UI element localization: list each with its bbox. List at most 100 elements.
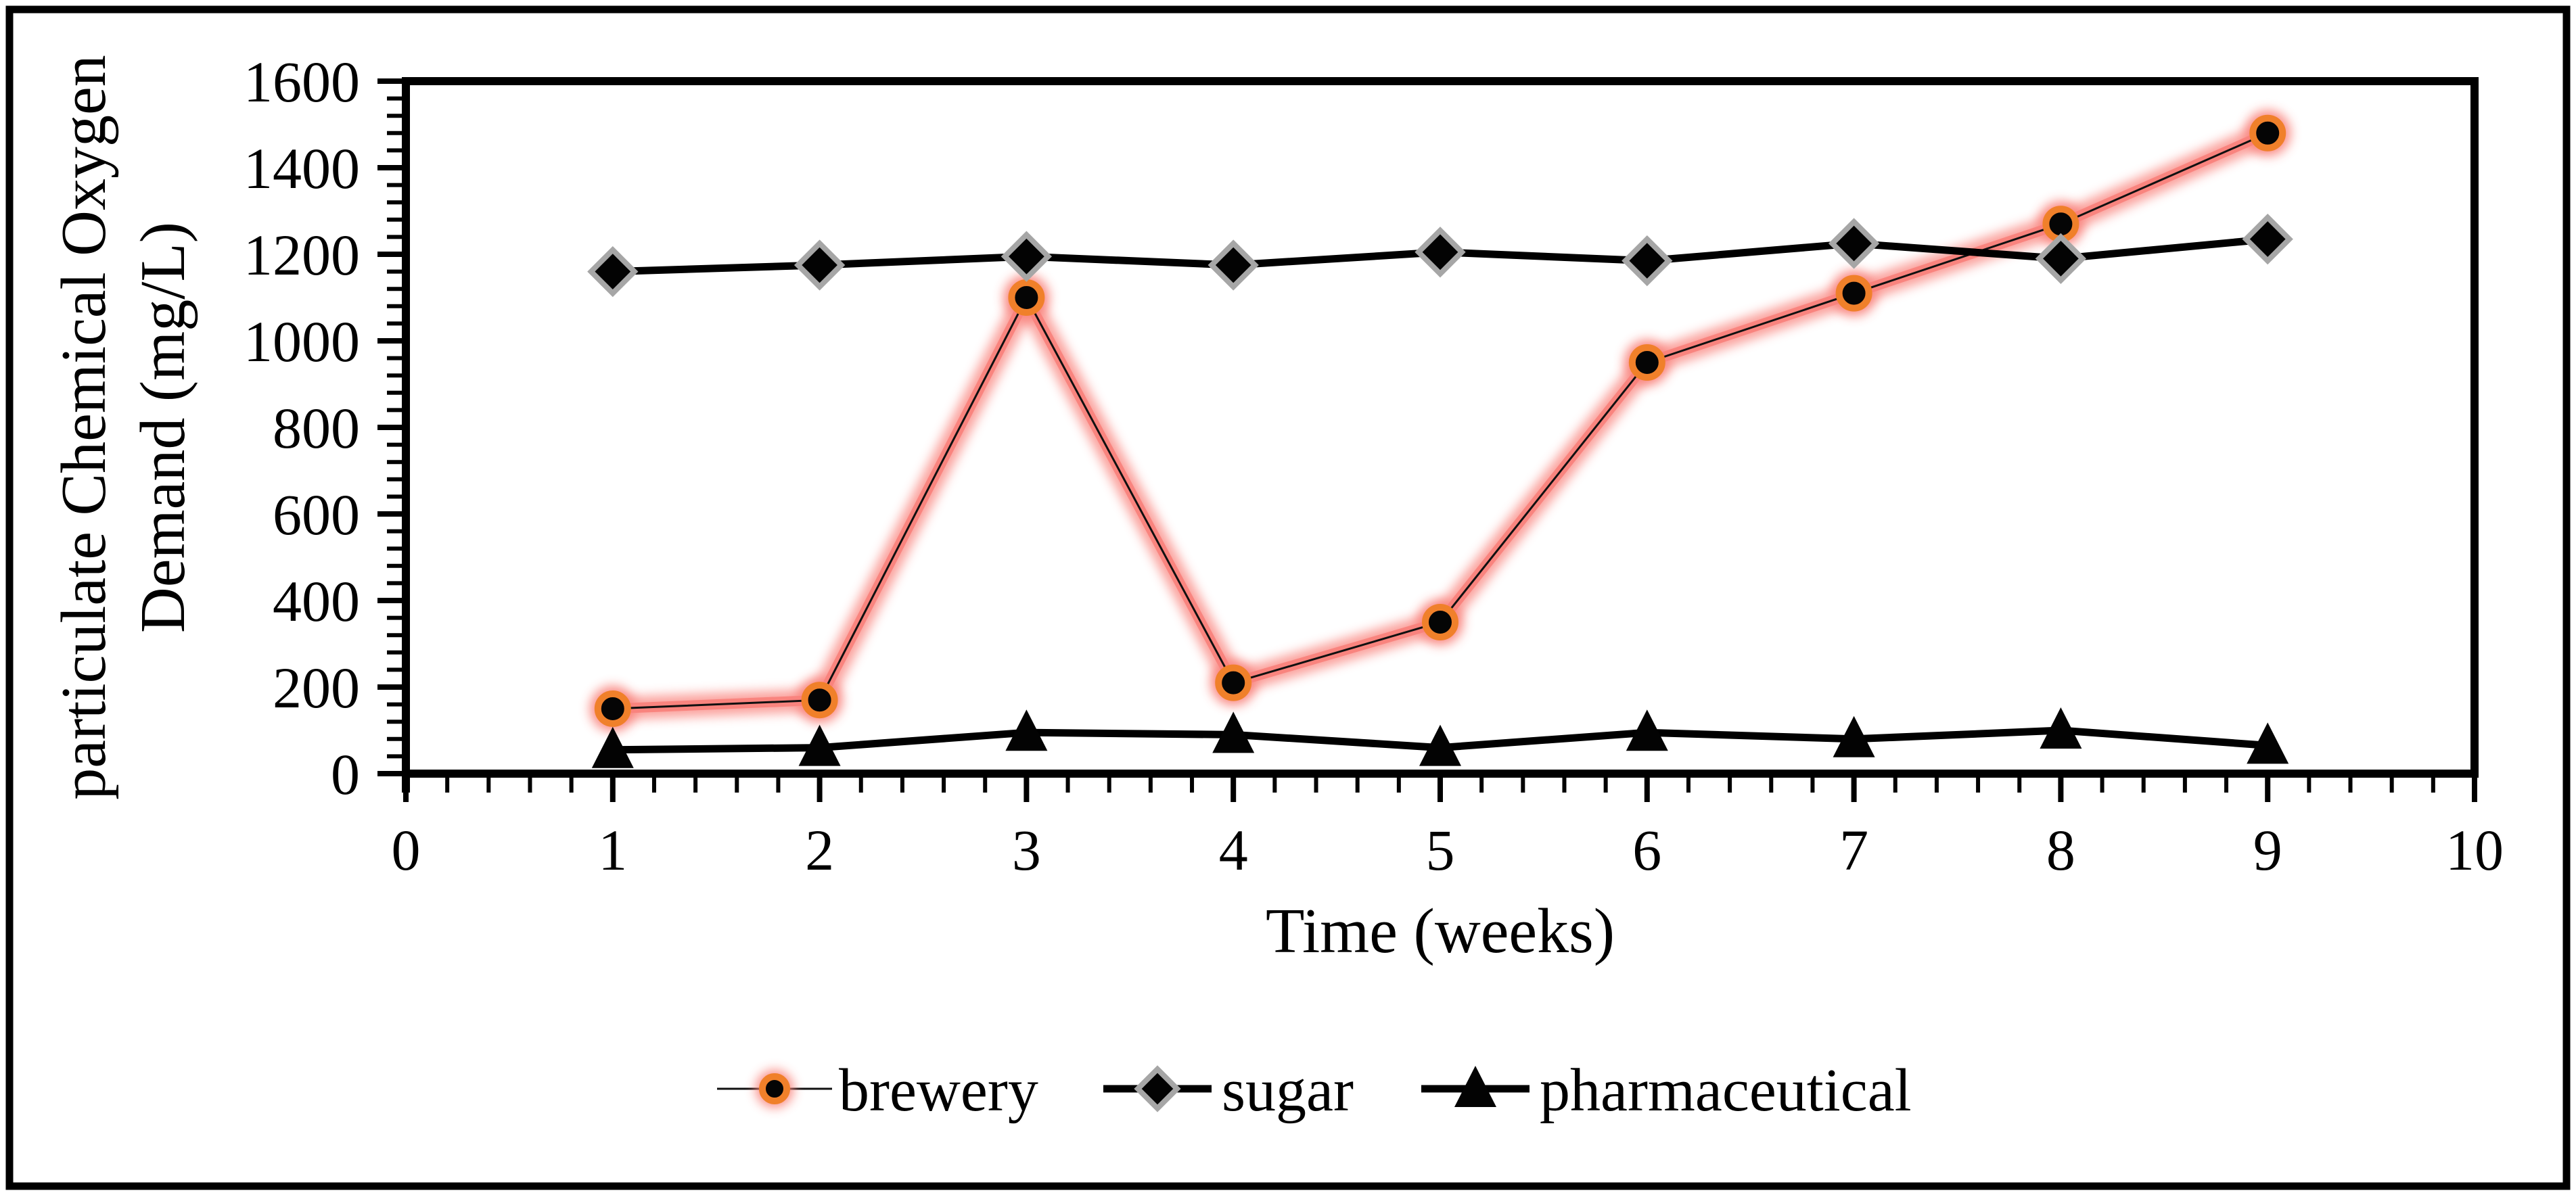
diamond-marker [1001, 231, 1053, 282]
y-tick-label: 1000 [244, 309, 360, 374]
y-tick-label: 200 [273, 655, 360, 720]
diamond-marker [1208, 239, 1259, 291]
triangle-marker [798, 724, 841, 766]
x-tick-label: 8 [2046, 818, 2075, 883]
marker-sugar-week-3 [1001, 231, 1053, 282]
series-brewery [589, 110, 2291, 732]
series-pharmaceutical [591, 707, 2289, 768]
legend-marker-brewery [717, 1070, 832, 1108]
plot-border [402, 77, 2479, 778]
legend-item-brewery: brewery [717, 1057, 1038, 1124]
plot-area: 0 200 400 600 800 1000 1200 1400 1600 0 1 2 3 4 5 6 7 8 9 1… [244, 49, 2504, 883]
marker-sugar-week-4 [1208, 239, 1259, 291]
series-sugar [587, 213, 2293, 298]
y-axis-title-line2: Demand (mg/L) [128, 222, 198, 633]
marker-brewery-week-7 [1835, 275, 1872, 312]
marker-pharmaceutical-week-5 [1419, 724, 1461, 766]
x-tick-label: 7 [1839, 818, 1868, 883]
legend-item-sugar: sugar [1103, 1057, 1354, 1124]
x-tick-label: 9 [2253, 818, 2282, 883]
x-tick-label: 1 [598, 818, 627, 883]
y-tick-label: 1400 [244, 136, 360, 201]
triangle-marker [2247, 722, 2289, 764]
marker-sugar-week-5 [1414, 227, 1466, 278]
marker-pharmaceutical-week-7 [1833, 715, 1875, 757]
marker-pharmaceutical-week-8 [2040, 707, 2082, 749]
marker-sugar-week-9 [2242, 213, 2293, 265]
marker-pharmaceutical-week-6 [1626, 709, 1668, 751]
diamond-marker [587, 245, 639, 298]
y-axis-tick-labels: 0 200 400 600 800 1000 1200 1400 1600 [244, 49, 360, 807]
y-tick-label: 0 [331, 742, 360, 807]
triangle-marker [1454, 1066, 1496, 1107]
y-tick-label: 600 [273, 482, 360, 547]
triangle-marker [1419, 724, 1461, 766]
x-axis-title: Time (weeks) [1266, 896, 1615, 966]
diamond-marker [1828, 218, 1880, 269]
triangle-marker [1212, 711, 1255, 753]
x-tick-label: 5 [1426, 818, 1455, 883]
triangle-marker [2040, 707, 2082, 749]
y-tick-label: 1600 [244, 49, 360, 114]
circle-marker [1215, 664, 1252, 701]
triangle-marker [1833, 715, 1875, 757]
marker-sugar-week-8 [2035, 233, 2087, 285]
legend-label-brewery: brewery [839, 1057, 1038, 1124]
diamond-marker [1134, 1065, 1181, 1112]
diamond-marker [794, 239, 846, 291]
marker-brewery-week-6 [1628, 344, 1665, 381]
marker-pharmaceutical-week-2 [798, 724, 841, 766]
y-axis-ticks [377, 78, 402, 776]
x-tick-label: 0 [392, 818, 421, 883]
y-axis-title-line1: particulate Chemical Oxygen [49, 55, 119, 799]
y-tick-label: 1200 [244, 222, 360, 287]
y-tick-label: 800 [273, 396, 360, 461]
x-tick-label: 4 [1219, 818, 1248, 883]
marker-brewery-week-9 [2249, 114, 2286, 151]
diamond-marker [1414, 227, 1466, 278]
x-axis-tick-labels: 0 1 2 3 4 5 6 7 8 9 10 [392, 818, 2504, 883]
diamond-marker [2035, 233, 2087, 285]
legend-marker-pharmaceutical [1421, 1066, 1530, 1107]
circle-marker [801, 682, 838, 719]
circle-marker [1422, 604, 1458, 640]
marker-brewery-week-3 [1008, 279, 1045, 316]
circle-marker [1628, 344, 1665, 381]
circle-marker [2249, 114, 2286, 151]
marker-pharmaceutical-week-4 [1212, 711, 1255, 753]
legend-label-sugar: sugar [1222, 1057, 1354, 1124]
circle-marker [1835, 275, 1872, 312]
circle-marker [759, 1073, 790, 1104]
marker-sugar-week-2 [794, 239, 846, 291]
triangle-marker [1626, 709, 1668, 751]
marker-pharmaceutical-week-1 [591, 726, 634, 768]
circle-marker [1008, 279, 1045, 316]
marker-brewery-week-2 [801, 682, 838, 719]
triangle-marker [1005, 709, 1048, 751]
marker-pharmaceutical-week-3 [1005, 709, 1048, 751]
diamond-marker [2242, 213, 2293, 265]
legend: brewery sugar pharmaceutical [717, 1057, 1912, 1124]
x-tick-label: 6 [1632, 818, 1661, 883]
triangle-marker [591, 726, 634, 768]
diamond-marker [1622, 235, 1673, 287]
marker-sugar-week-1 [587, 245, 639, 298]
legend-label-pharmaceutical: pharmaceutical [1540, 1057, 1912, 1124]
figure-border [5, 5, 2571, 1190]
x-tick-label: 10 [2445, 818, 2504, 883]
marker-brewery-week-5 [1422, 604, 1458, 640]
marker-sugar-week-7 [1828, 218, 1880, 269]
marker-brewery-week-1 [594, 690, 631, 727]
legend-marker-sugar [1103, 1065, 1212, 1112]
x-tick-label: 2 [805, 818, 834, 883]
y-tick-label: 400 [273, 569, 360, 634]
x-tick-label: 3 [1012, 818, 1041, 883]
marker-sugar-week-6 [1622, 235, 1673, 287]
circle-marker [594, 690, 631, 727]
marker-pharmaceutical-week-9 [2247, 722, 2289, 764]
x-axis-ticks [403, 778, 2477, 802]
marker-brewery-week-4 [1215, 664, 1252, 701]
legend-item-pharmaceutical: pharmaceutical [1421, 1057, 1912, 1124]
